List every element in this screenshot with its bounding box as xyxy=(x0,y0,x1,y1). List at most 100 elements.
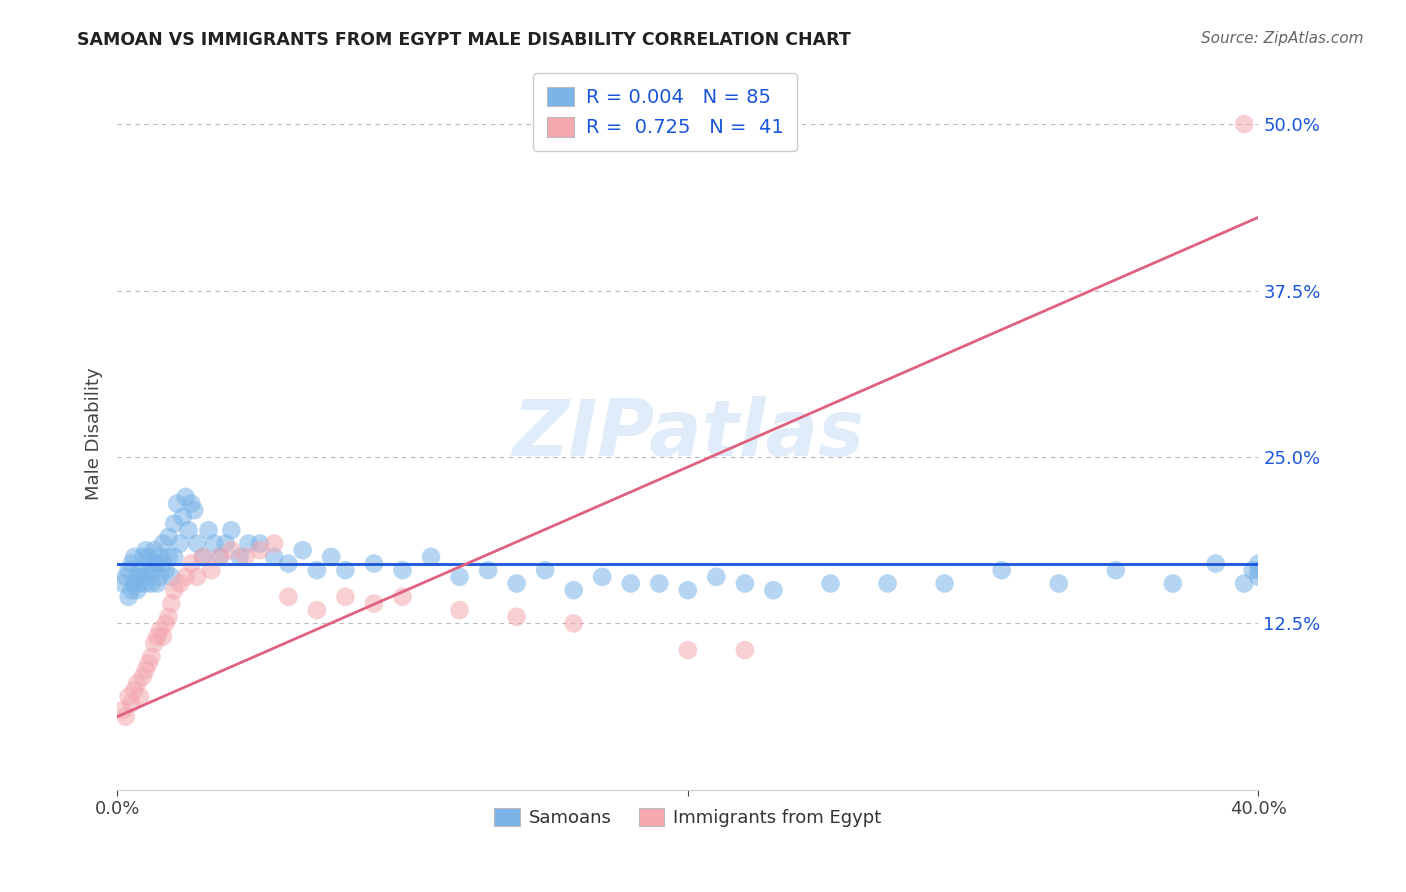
Point xyxy=(127,676,149,690)
Point xyxy=(132,670,155,684)
Point xyxy=(117,590,139,604)
Point xyxy=(174,490,197,504)
Point xyxy=(135,576,157,591)
Point xyxy=(111,703,134,717)
Point xyxy=(391,590,413,604)
Point xyxy=(1233,117,1256,131)
Point xyxy=(1205,557,1227,571)
Point xyxy=(174,570,197,584)
Point xyxy=(183,503,205,517)
Point xyxy=(620,576,643,591)
Point xyxy=(138,563,160,577)
Point xyxy=(249,536,271,550)
Point xyxy=(149,549,172,564)
Legend: Samoans, Immigrants from Egypt: Samoans, Immigrants from Egypt xyxy=(488,800,889,834)
Point xyxy=(229,549,252,564)
Point xyxy=(169,536,191,550)
Point xyxy=(335,590,357,604)
Point xyxy=(200,563,222,577)
Point xyxy=(363,597,385,611)
Point xyxy=(238,536,260,550)
Point xyxy=(124,576,146,591)
Point xyxy=(155,563,177,577)
Point xyxy=(132,549,155,564)
Point xyxy=(191,549,214,564)
Point xyxy=(363,557,385,571)
Point xyxy=(160,570,183,584)
Point xyxy=(169,576,191,591)
Point xyxy=(1233,576,1256,591)
Point xyxy=(235,549,257,564)
Point xyxy=(111,576,134,591)
Point xyxy=(734,643,756,657)
Point xyxy=(734,576,756,591)
Point xyxy=(1105,563,1128,577)
Point xyxy=(186,570,208,584)
Point xyxy=(335,563,357,577)
Point xyxy=(221,543,243,558)
Point xyxy=(149,570,172,584)
Point xyxy=(1161,576,1184,591)
Point xyxy=(141,649,163,664)
Point xyxy=(706,570,728,584)
Point xyxy=(391,563,413,577)
Point xyxy=(277,557,299,571)
Point xyxy=(762,583,785,598)
Point xyxy=(146,557,169,571)
Point xyxy=(263,536,285,550)
Point xyxy=(157,530,180,544)
Point xyxy=(135,663,157,677)
Y-axis label: Male Disability: Male Disability xyxy=(86,368,103,500)
Point xyxy=(186,536,208,550)
Point xyxy=(141,576,163,591)
Point xyxy=(149,623,172,637)
Point xyxy=(305,603,328,617)
Point xyxy=(155,616,177,631)
Point xyxy=(146,630,169,644)
Point xyxy=(1241,563,1264,577)
Point xyxy=(135,543,157,558)
Point xyxy=(127,583,149,598)
Point xyxy=(180,497,202,511)
Point xyxy=(157,609,180,624)
Point xyxy=(117,690,139,704)
Point xyxy=(214,536,236,550)
Point xyxy=(124,683,146,698)
Point xyxy=(120,583,142,598)
Point xyxy=(197,523,219,537)
Point xyxy=(129,576,152,591)
Point xyxy=(208,549,231,564)
Point xyxy=(249,543,271,558)
Point xyxy=(143,636,166,650)
Point xyxy=(676,583,699,598)
Point xyxy=(114,570,136,584)
Point xyxy=(1047,576,1070,591)
Point xyxy=(143,563,166,577)
Point xyxy=(876,576,898,591)
Point xyxy=(562,583,585,598)
Point xyxy=(263,549,285,564)
Point xyxy=(114,709,136,723)
Point xyxy=(449,603,471,617)
Text: Source: ZipAtlas.com: Source: ZipAtlas.com xyxy=(1201,31,1364,46)
Point xyxy=(562,616,585,631)
Point xyxy=(143,543,166,558)
Point xyxy=(321,549,343,564)
Point xyxy=(166,497,188,511)
Point xyxy=(934,576,956,591)
Text: SAMOAN VS IMMIGRANTS FROM EGYPT MALE DISABILITY CORRELATION CHART: SAMOAN VS IMMIGRANTS FROM EGYPT MALE DIS… xyxy=(77,31,851,49)
Point xyxy=(132,570,155,584)
Point xyxy=(160,597,183,611)
Point xyxy=(180,557,202,571)
Point xyxy=(163,583,186,598)
Point xyxy=(129,690,152,704)
Point xyxy=(157,549,180,564)
Point xyxy=(177,523,200,537)
Point xyxy=(127,570,149,584)
Point xyxy=(172,509,194,524)
Point xyxy=(291,543,314,558)
Point xyxy=(138,657,160,671)
Point xyxy=(152,536,174,550)
Point xyxy=(277,590,299,604)
Point xyxy=(820,576,842,591)
